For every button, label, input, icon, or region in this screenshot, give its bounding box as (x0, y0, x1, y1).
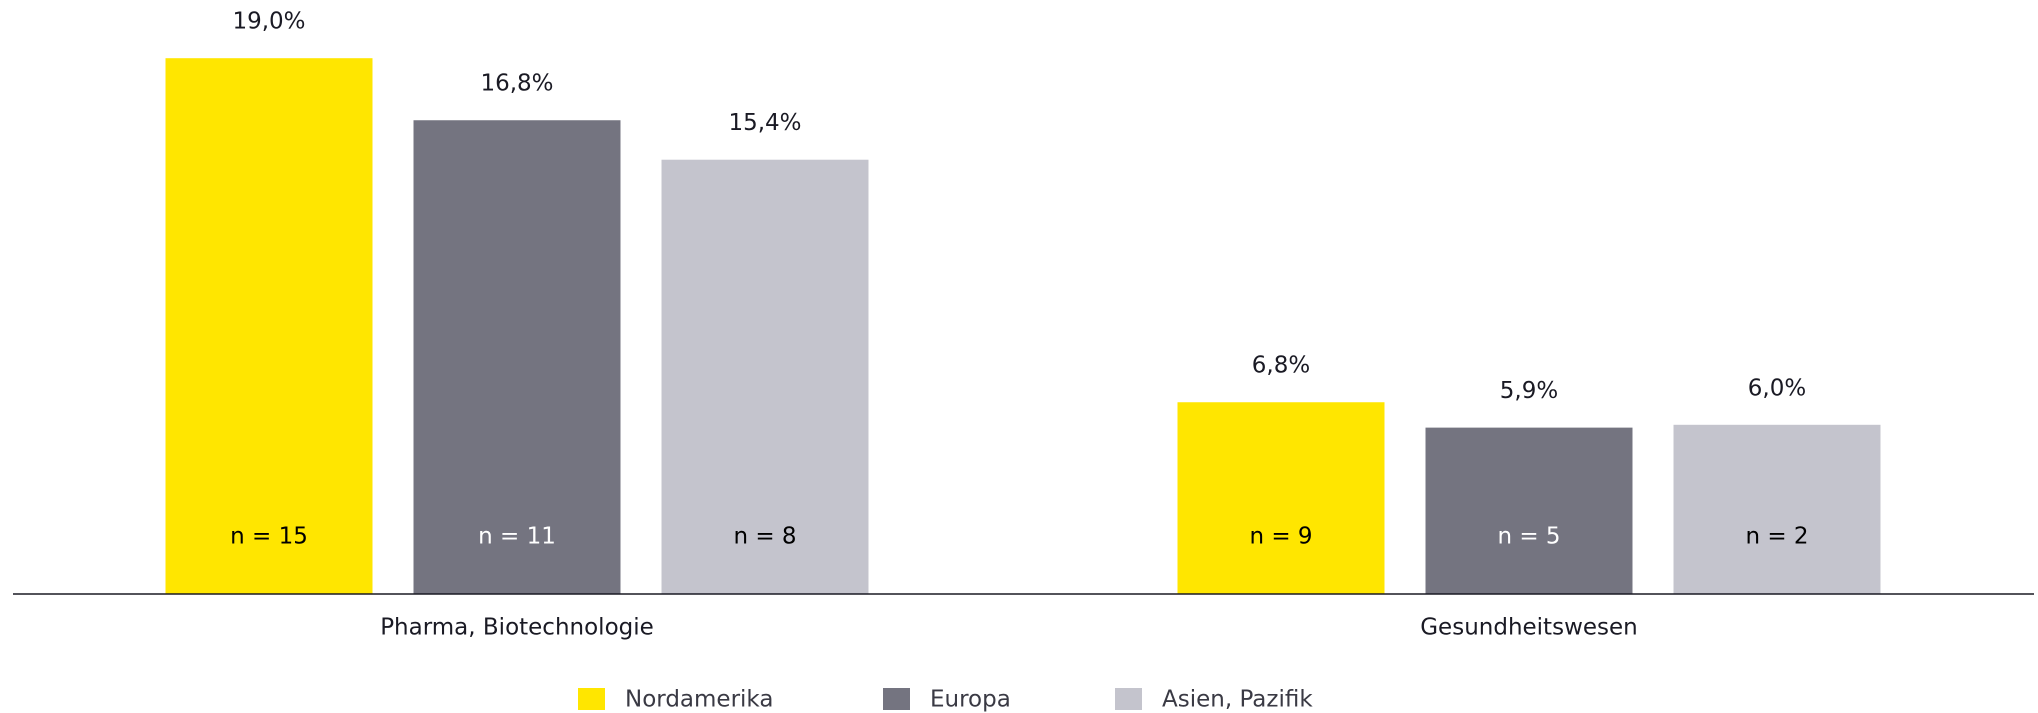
sample-label: n = 9 (1249, 524, 1312, 550)
legend-swatch (578, 688, 605, 710)
value-label: 16,8% (480, 71, 553, 97)
legend-swatch (883, 688, 910, 710)
bar (413, 120, 621, 595)
value-label: 5,9% (1500, 378, 1558, 404)
bar (165, 58, 373, 594)
x-tick-label: Pharma, Biotechnologie (380, 615, 654, 641)
bar (661, 159, 869, 594)
legend-label: Nordamerika (625, 687, 773, 713)
sample-label: n = 2 (1745, 524, 1808, 550)
sample-label: n = 11 (478, 524, 556, 550)
legend-swatch (1115, 688, 1142, 710)
legend-label: Asien, Pazifik (1162, 687, 1313, 713)
sample-label: n = 15 (230, 524, 308, 550)
bar (1177, 402, 1385, 594)
x-tick-label: Gesundheitswesen (1420, 615, 1638, 641)
bar (1425, 427, 1633, 594)
value-label: 6,0% (1748, 375, 1806, 401)
sample-label: n = 8 (733, 524, 796, 550)
bar (1673, 424, 1881, 594)
sample-label: n = 5 (1497, 524, 1560, 550)
value-label: 6,8% (1252, 353, 1310, 379)
legend-label: Europa (930, 687, 1011, 713)
value-label: 15,4% (728, 110, 801, 136)
value-label: 19,0% (232, 9, 305, 35)
